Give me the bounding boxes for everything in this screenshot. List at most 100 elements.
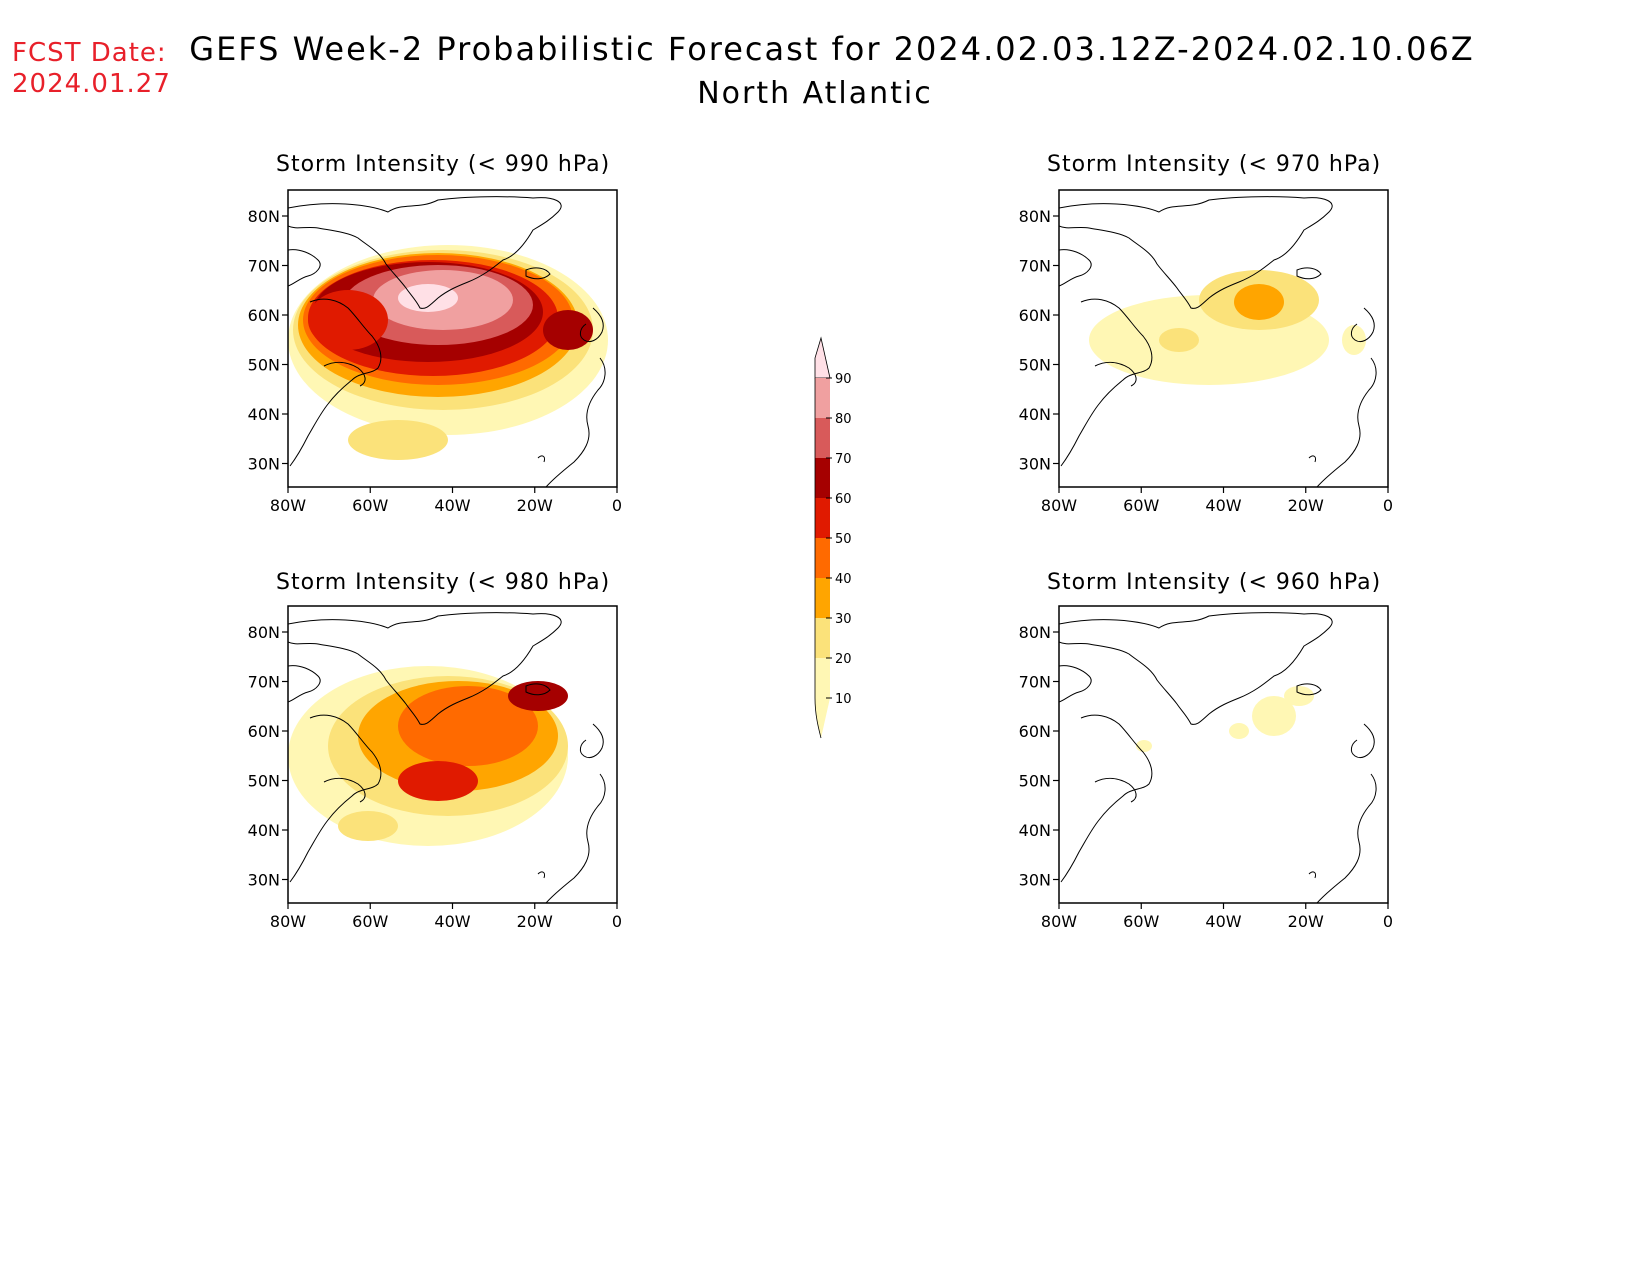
lon-tick-label: 60W: [1123, 496, 1159, 515]
colorbar-label: 10: [835, 692, 852, 707]
lat-tick-label: 50N: [248, 356, 280, 375]
coastline-segment: [288, 612, 562, 725]
probability-contour: [1284, 686, 1314, 706]
page-title: GEFS Week-2 Probabilistic Forecast for 2…: [0, 30, 1650, 111]
coastline-segment: [525, 267, 551, 280]
coastline-segment: [1059, 196, 1333, 309]
coastline-segment: [537, 871, 545, 879]
probability-contour: [543, 310, 593, 350]
lon-tick-label: 0: [1383, 496, 1393, 515]
panel-title-990: Storm Intensity (< 990 hPa): [276, 152, 611, 177]
title-line-1: GEFS Week-2 Probabilistic Forecast for 2…: [189, 30, 1475, 68]
probability-contour: [308, 290, 388, 350]
colorbar-label: 60: [835, 492, 852, 507]
panel-title-970: Storm Intensity (< 970 hPa): [1047, 152, 1382, 177]
map-panel-p980: 80N 70N 60N 50N 40N 30N 80W 60W 40W 20W 0: [248, 605, 622, 931]
lon-tick-label: 20W: [517, 496, 553, 515]
coastline-segment: [1316, 773, 1377, 903]
coastline-segment: [545, 773, 606, 903]
probability-contour: [1342, 325, 1366, 355]
coastline: [288, 612, 606, 903]
coastline-segment: [1094, 361, 1137, 387]
lat-tick-label: 80N: [1019, 623, 1051, 642]
coastline-segment: [289, 298, 382, 467]
lon-tick-label: 40W: [434, 496, 470, 515]
coastline-segment: [289, 714, 382, 883]
lon-tick-label: 80W: [270, 496, 306, 515]
coastline-segment: [537, 455, 545, 463]
coastline-segment: [1308, 871, 1316, 879]
lat-tick-label: 30N: [1019, 871, 1051, 890]
probability-contour: [338, 811, 398, 841]
probability-field: [288, 666, 568, 846]
colorbar-label: 90: [835, 372, 852, 387]
colorbar-edge: [814, 697, 822, 739]
lat-tick-label: 80N: [1019, 207, 1051, 226]
colorbar-swatch: [815, 538, 830, 578]
coastline-segment: [525, 683, 551, 696]
colorbar-cap-top: [814, 336, 831, 379]
coastline-segment: [288, 196, 562, 309]
coastline-segment: [1296, 683, 1322, 696]
map-panel-p960: 80N 70N 60N 50N 40N 30N 80W 60W 40W 20W 0: [1019, 605, 1393, 931]
lon-tick-label: 20W: [517, 912, 553, 931]
title-line-2: North Atlantic: [697, 76, 933, 111]
forecast-date-value: 2024.01.27: [12, 69, 171, 99]
colorbar-cap-bottom: [815, 698, 830, 738]
colorbar-swatch: [815, 378, 830, 418]
coastline-segment: [323, 361, 366, 387]
probability-contour: [508, 681, 568, 711]
probability-contour: [1136, 740, 1152, 752]
map-panel-p970: 80N 70N 60N 50N 40N 30N 80W 60W 40W 20W 0: [1019, 189, 1393, 515]
colorbar-label: 50: [835, 532, 852, 547]
colorbar-swatch: [815, 458, 830, 498]
lat-tick-label: 30N: [248, 871, 280, 890]
colorbar-label: 40: [835, 572, 852, 587]
colorbar-label: 70: [835, 452, 852, 467]
probability-contour: [1252, 696, 1296, 736]
probability-contour: [1159, 328, 1199, 352]
lat-tick-label: 60N: [248, 306, 280, 325]
coastline-segment: [323, 777, 366, 803]
lat-tick-label: 70N: [248, 257, 280, 276]
probability-contour: [348, 420, 448, 460]
colorbar-swatch: [815, 658, 830, 698]
lat-tick-label: 30N: [1019, 455, 1051, 474]
coastline-segment: [1059, 665, 1092, 703]
forecast-date-caption: FCST Date:: [12, 38, 167, 68]
lon-tick-label: 60W: [1123, 912, 1159, 931]
coastline-segment: [545, 357, 606, 487]
lon-tick-label: 20W: [1288, 496, 1324, 515]
map-frame: [1058, 605, 1389, 904]
lat-tick-label: 50N: [1019, 772, 1051, 791]
lat-tick-label: 60N: [1019, 722, 1051, 741]
coastline-segment: [1316, 357, 1377, 487]
colorbar-label: 20: [835, 652, 852, 667]
lon-tick-label: 0: [612, 496, 622, 515]
coastline-segment: [1060, 298, 1153, 467]
lon-tick-label: 60W: [352, 912, 388, 931]
colorbar-swatch: [815, 418, 830, 458]
lat-tick-label: 40N: [248, 821, 280, 840]
probability-field: [1136, 686, 1314, 752]
coastline-segment: [1350, 723, 1375, 759]
coastline-segment: [579, 307, 604, 343]
coastline-segment: [288, 249, 321, 287]
coastline: [1059, 612, 1377, 903]
colorbar: 90 80 70 60 50 40 30 20 10: [814, 336, 852, 739]
panel-title-980: Storm Intensity (< 980 hPa): [276, 570, 611, 595]
lat-tick-label: 60N: [248, 722, 280, 741]
coastline-segment: [579, 723, 604, 759]
lat-tick-label: 40N: [248, 405, 280, 424]
probability-field: [288, 245, 608, 460]
coastline-segment: [1350, 307, 1375, 343]
lat-tick-label: 60N: [1019, 306, 1051, 325]
colorbar-swatch: [815, 578, 830, 618]
coastline-segment: [1060, 714, 1153, 883]
coastline-segment: [1059, 612, 1333, 725]
coastline-segment: [1296, 267, 1322, 280]
lat-tick-label: 40N: [1019, 821, 1051, 840]
lon-tick-label: 60W: [352, 496, 388, 515]
lat-tick-label: 70N: [248, 673, 280, 692]
